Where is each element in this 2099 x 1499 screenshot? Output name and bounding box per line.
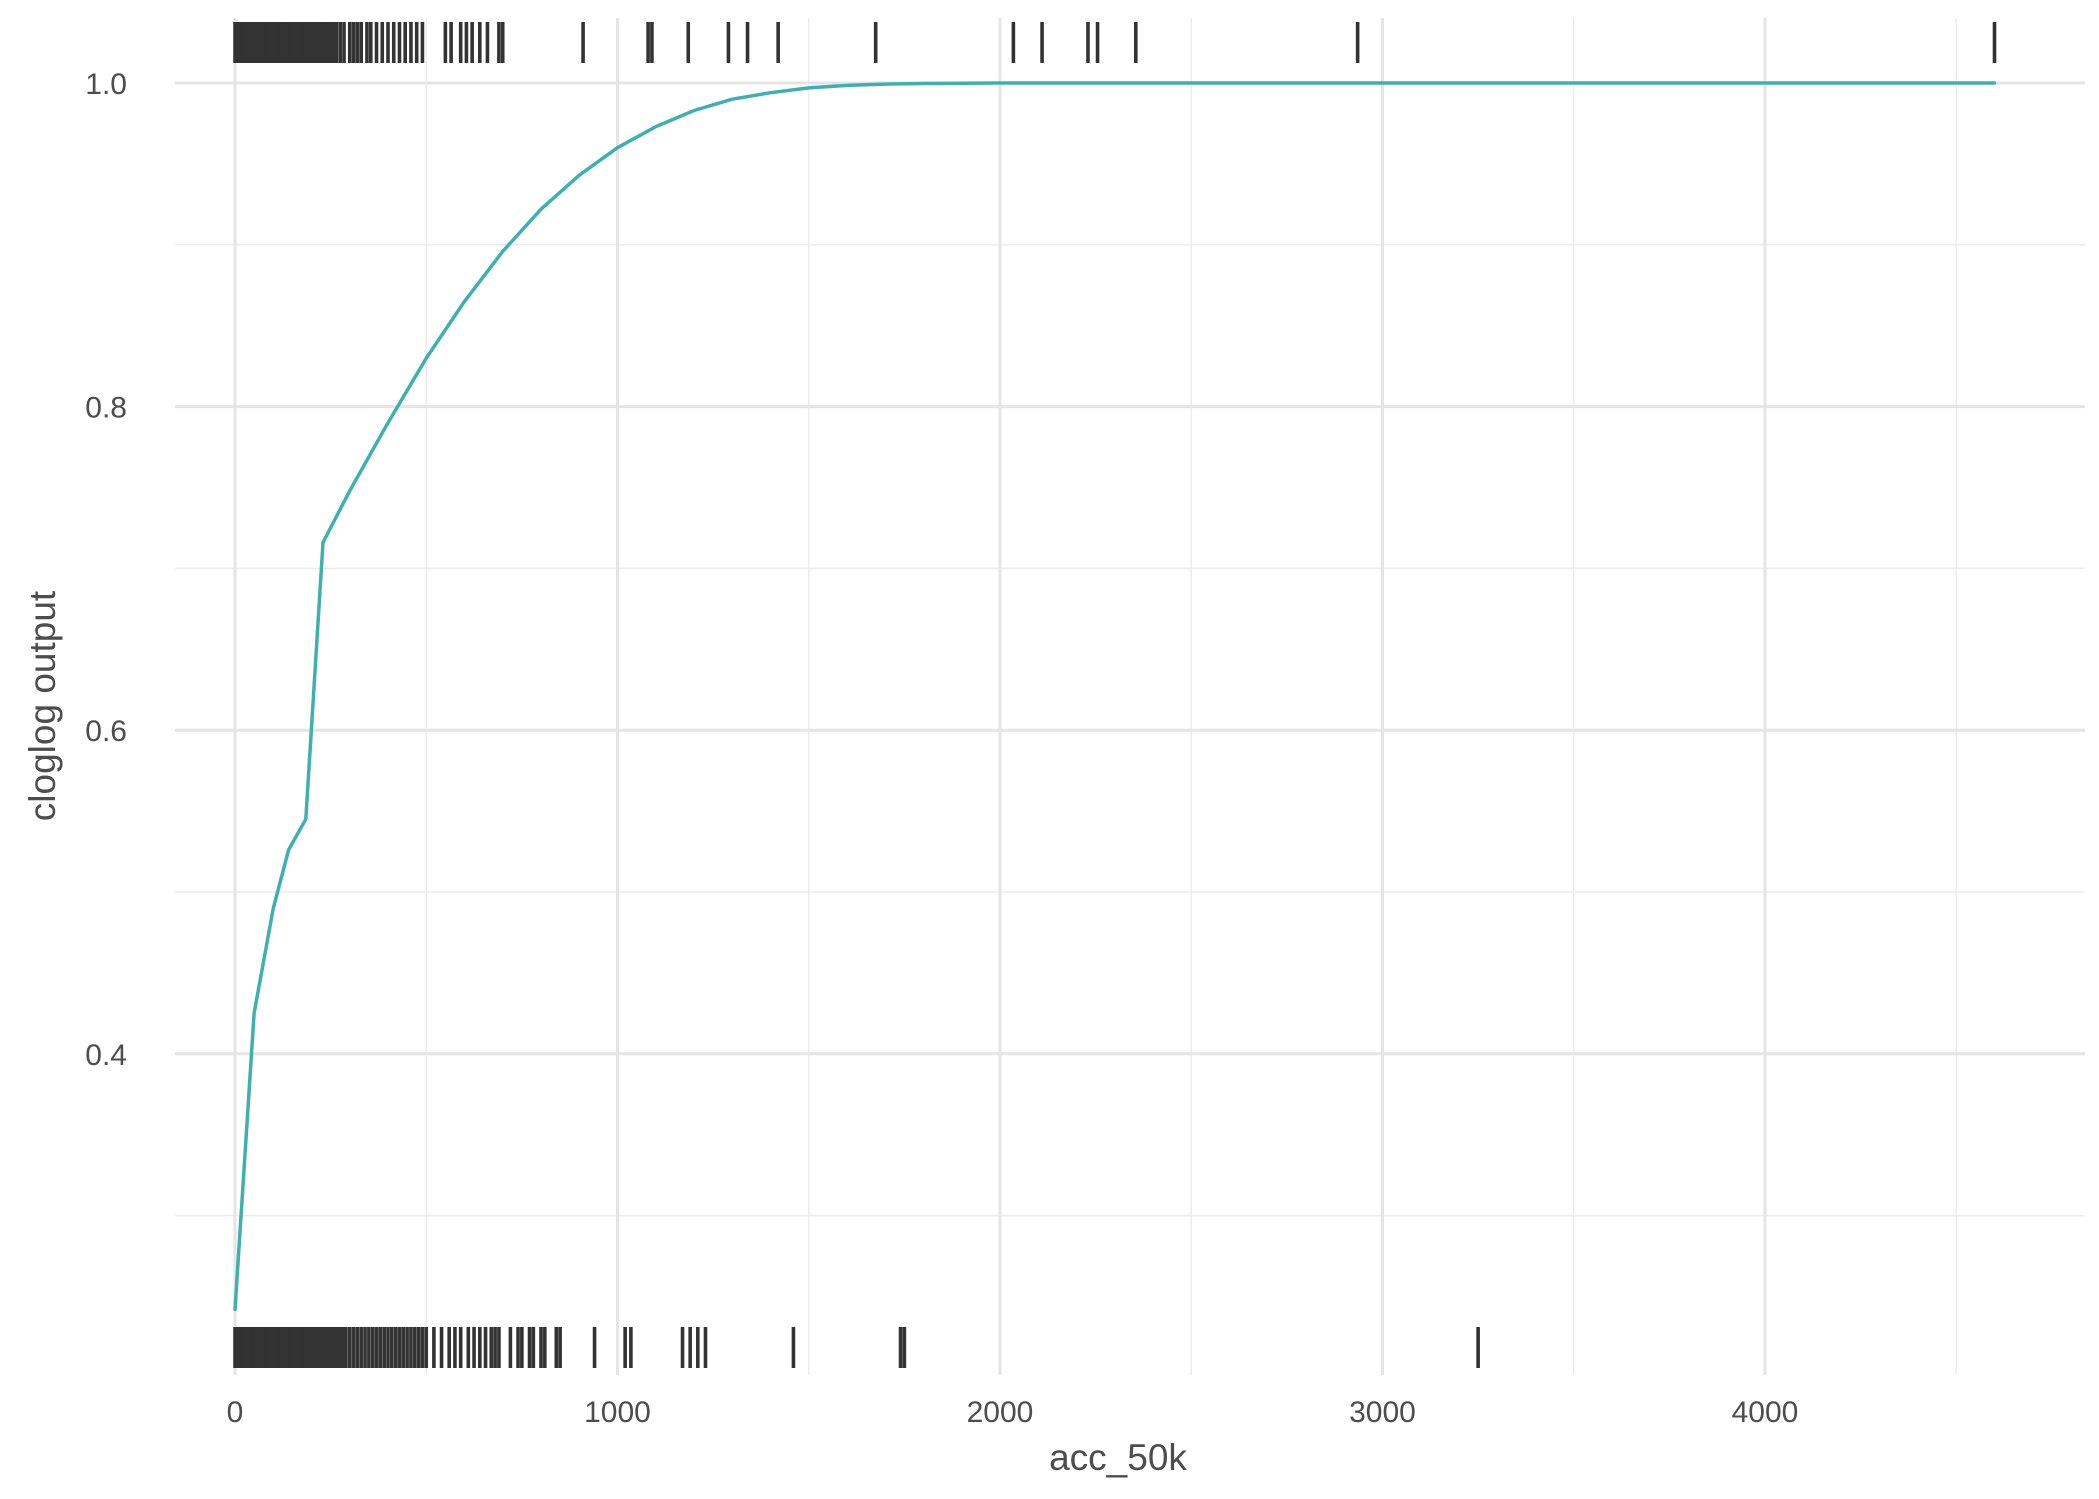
minor-gridlines <box>175 18 2085 1375</box>
series-line <box>233 81 1997 1312</box>
x-axis-title: acc_50k <box>1049 1437 1187 1478</box>
y-axis-title: cloglog output <box>22 590 63 821</box>
rug-top <box>233 22 1997 63</box>
y-tick-label: 0.8 <box>85 392 127 425</box>
x-tick-label: 1000 <box>584 1396 651 1429</box>
x-tick-labels: 0 1000 2000 3000 4000 <box>227 1396 1799 1429</box>
major-gridlines <box>175 18 2085 1375</box>
y-tick-labels: 0.4 0.6 0.8 1.0 <box>85 68 127 1072</box>
series-layer <box>233 81 1997 1312</box>
y-tick-label: 0.4 <box>85 1039 127 1072</box>
y-tick-label: 0.6 <box>85 715 127 748</box>
x-tick-label: 3000 <box>1349 1396 1416 1429</box>
x-tick-label: 4000 <box>1732 1396 1799 1429</box>
x-tick-label: 2000 <box>967 1396 1034 1429</box>
rug-bottom <box>233 1327 1480 1368</box>
y-tick-label: 1.0 <box>85 68 127 101</box>
x-tick-label: 0 <box>227 1396 244 1429</box>
